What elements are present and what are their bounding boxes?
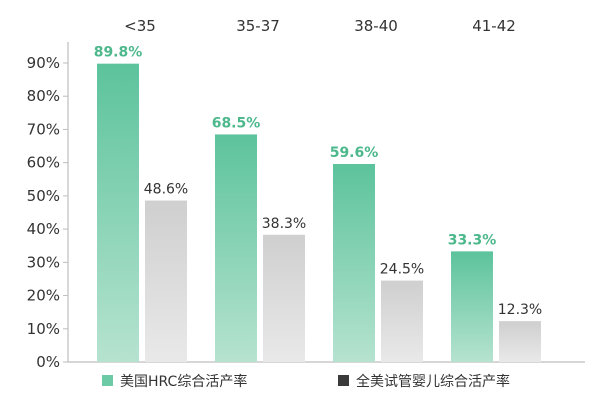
bars — [97, 63, 541, 363]
legend-swatch-hrc — [102, 375, 113, 386]
national-bar — [499, 321, 541, 362]
data-label: 89.8% — [94, 45, 143, 61]
category-label: 38-40 — [354, 17, 398, 35]
data-label: 48.6% — [144, 182, 188, 198]
category-label: <35 — [124, 17, 156, 35]
legend: 美国HRC综合活产率 全美试管婴儿综合活产率 — [102, 373, 510, 390]
hrc-bar — [97, 63, 139, 363]
national-bar — [145, 200, 187, 362]
category-labels: <35 35-37 38-40 41-42 — [124, 17, 516, 35]
data-label: 12.3% — [498, 302, 542, 318]
category-label: 41-42 — [472, 17, 516, 35]
hrc-bar — [215, 134, 257, 362]
hrc-bar — [451, 251, 493, 362]
data-labels: 89.8% 48.6% 68.5% 38.3% 59.6% 24.5% 33.3% 12.3% — [94, 45, 543, 318]
national-bar — [263, 234, 305, 362]
y-tick-label: 90% — [27, 54, 60, 72]
y-tick-label: 0% — [36, 353, 60, 371]
y-tick-label: 20% — [27, 287, 60, 305]
national-bar — [381, 280, 423, 362]
y-tick-label: 30% — [27, 253, 60, 271]
data-label: 38.3% — [262, 216, 306, 232]
data-label: 68.5% — [212, 115, 261, 131]
y-tick-label: 80% — [27, 87, 60, 105]
hrc-bar — [333, 163, 375, 362]
legend-swatch-national — [338, 375, 349, 386]
category-label: 35-37 — [236, 17, 280, 35]
data-label: 59.6% — [330, 145, 379, 161]
y-tick-label: 10% — [27, 320, 60, 338]
y-tick-label: 40% — [27, 220, 60, 238]
legend-label-national: 全美试管婴儿综合活产率 — [356, 373, 510, 390]
y-tick-label: 70% — [27, 120, 60, 138]
data-label: 24.5% — [380, 262, 424, 278]
data-label: 33.3% — [448, 232, 497, 248]
y-tick-label: 50% — [27, 187, 60, 205]
legend-label-hrc: 美国HRC综合活产率 — [120, 373, 247, 390]
y-tick-label: 60% — [27, 154, 60, 172]
